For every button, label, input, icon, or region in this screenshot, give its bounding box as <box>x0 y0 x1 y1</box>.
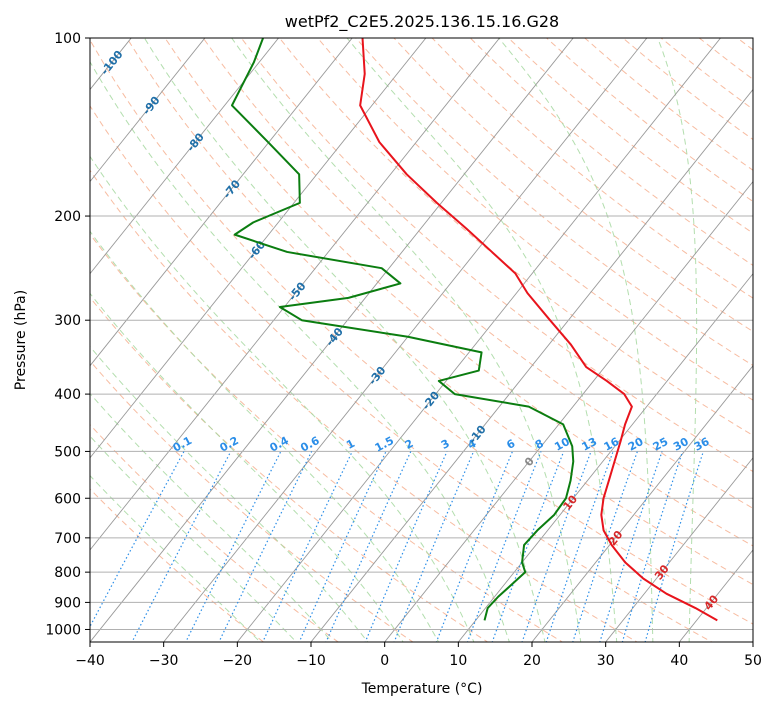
mixing-ratio-label: 10 <box>552 435 572 454</box>
temperature-line <box>359 38 718 622</box>
y-tick-label: 900 <box>54 595 81 611</box>
x-tick-label: 50 <box>744 653 762 669</box>
dry-adiabat <box>355 38 753 367</box>
mixing-ratio-line <box>572 451 638 642</box>
y-tick-label: 100 <box>54 31 81 47</box>
isotherm-line <box>90 38 574 642</box>
dry-adiabat <box>240 38 753 473</box>
isotherm-line <box>236 38 722 642</box>
mixing-ratio-line <box>325 451 412 642</box>
mixing-ratio-label: 16 <box>602 435 622 454</box>
isotherm-line <box>90 38 427 459</box>
y-axis-label: Pressure (hPa) <box>13 290 29 390</box>
isotherm-line <box>90 38 206 183</box>
y-tick-label: 300 <box>54 313 81 329</box>
isotherm-line <box>605 457 753 642</box>
x-tick-label: 30 <box>597 653 615 669</box>
x-tick-label: −20 <box>223 653 253 669</box>
mixing-ratio-line <box>521 451 592 642</box>
y-tick-label: 800 <box>54 565 81 581</box>
dry-adiabat <box>90 423 340 642</box>
x-tick-label: 20 <box>523 653 541 669</box>
isotherm-line <box>531 365 753 642</box>
mixing-ratio-line <box>393 451 475 642</box>
isotherm-line <box>310 88 753 642</box>
y-tick-label: 500 <box>54 444 81 460</box>
chart-title: wetPf2_C2E5.2025.136.15.16.G28 <box>285 12 559 32</box>
mixing-ratio-line <box>90 451 185 628</box>
dry-adiabat <box>90 169 639 642</box>
x-tick-label: −30 <box>149 653 179 669</box>
mixing-ratio-line <box>644 451 704 642</box>
dry-adiabat <box>90 233 564 642</box>
x-tick-label: −40 <box>75 653 105 669</box>
mixing-ratio-line <box>621 451 684 642</box>
mixing-ratio-line <box>545 451 614 642</box>
isotherm-line <box>90 38 353 367</box>
isotherm-line <box>457 272 753 642</box>
y-tick-label: 200 <box>54 209 81 225</box>
isotherm-line <box>163 38 648 642</box>
dry-adiabat <box>164 38 753 547</box>
mixing-ratio-label: 25 <box>651 435 671 454</box>
x-tick-label: −10 <box>296 653 326 669</box>
dry-adiabat <box>393 38 753 333</box>
isotherm-line <box>384 180 753 642</box>
mixing-ratio-label: 36 <box>692 435 712 454</box>
y-tick-label: 600 <box>54 491 81 507</box>
mixing-ratio-label: 20 <box>626 435 646 454</box>
y-tick-label: 1000 <box>45 622 81 638</box>
x-tick-label: 0 <box>380 653 389 669</box>
x-axis-label: Temperature (°C) <box>361 681 483 697</box>
plot-frame <box>89 37 754 643</box>
axis-ticks: −40 −30 −20 −10 0 10 20 30 40 50 100 200 300 400 500 60… <box>45 31 762 669</box>
dry-adiabat <box>90 360 414 642</box>
dewpoint-line <box>230 38 575 621</box>
moist-adiabat <box>346 38 618 642</box>
x-tick-label: 40 <box>670 653 688 669</box>
mixing-ratio-line <box>218 451 313 642</box>
dry-adiabat <box>202 38 753 509</box>
mixing-ratio-label: 13 <box>580 435 600 454</box>
y-tick-label: 700 <box>54 531 81 547</box>
dry-adiabat <box>126 38 753 586</box>
y-tick-label: 400 <box>54 387 81 403</box>
x-tick-label: 10 <box>449 653 467 669</box>
isotherm-line <box>90 38 280 275</box>
mixing-ratio-line <box>364 451 448 642</box>
isotherm-line <box>90 38 501 551</box>
mixing-ratio-label: 30 <box>671 435 691 454</box>
